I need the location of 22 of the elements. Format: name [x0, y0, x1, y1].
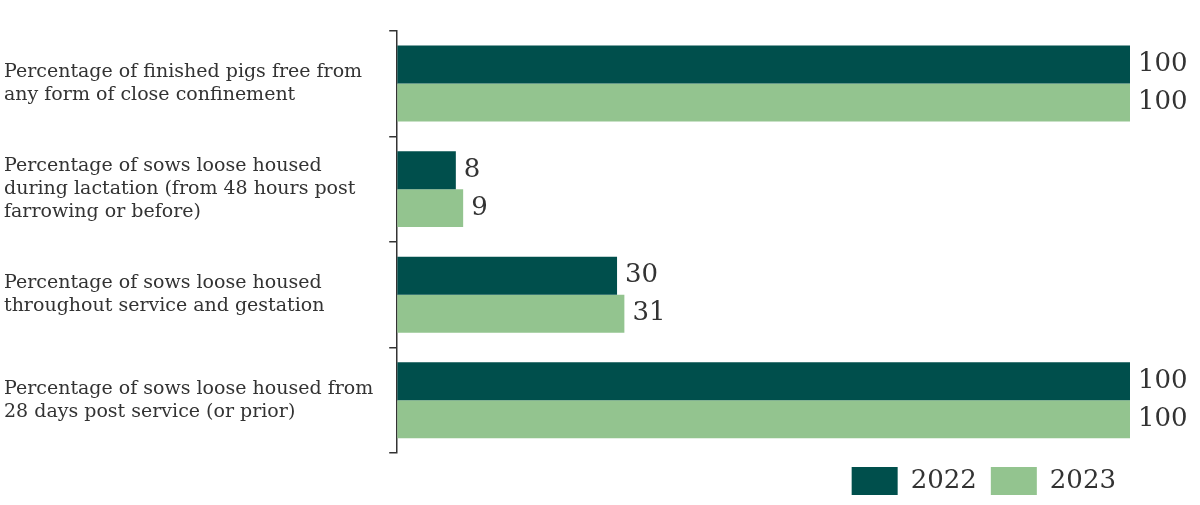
data-label: 100 [1138, 363, 1188, 394]
bar [397, 256, 618, 295]
bar [397, 362, 1130, 401]
data-label: 100 [1138, 47, 1188, 78]
legend-label: 2022 [910, 463, 977, 494]
bar [397, 189, 464, 228]
bar [397, 151, 456, 190]
data-label: 9 [471, 190, 488, 221]
data-label: 31 [632, 296, 666, 327]
y-tick-label: Percentage of sows loose housed during lactation (from 48 hours post farrowing or before) [4, 153, 356, 221]
data-label: 100 [1138, 401, 1188, 432]
data-label: 8 [463, 152, 481, 183]
bar [397, 294, 625, 333]
bar [397, 400, 1130, 439]
data-label: 100 [1138, 85, 1188, 116]
bar [397, 83, 1130, 122]
y-tick-label: Percentage of finished pigs free from any form of close confinement [4, 59, 363, 104]
y-tick-label: Percentage of sows loose housed throughout service and gestation [4, 270, 325, 316]
data-label: 30 [625, 258, 659, 289]
bar [397, 45, 1130, 84]
legend-label: 2023 [1049, 463, 1116, 494]
y-tick-label: Percentage of sows loose housed from 28 days post service (or prior) [4, 375, 374, 421]
